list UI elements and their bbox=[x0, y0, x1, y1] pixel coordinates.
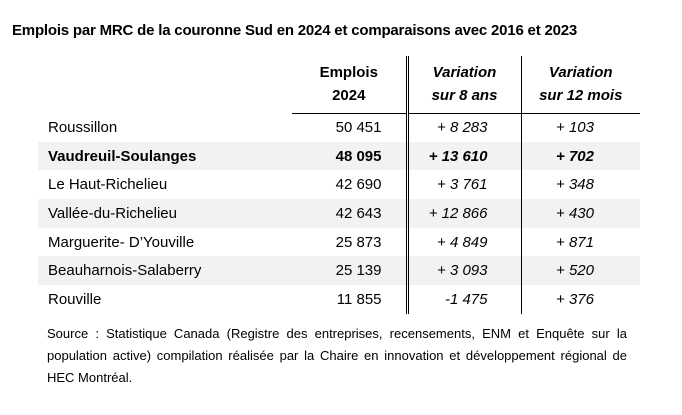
header-var8: Variation sur 8 ans bbox=[405, 56, 521, 114]
cell-var8: -1 475 bbox=[405, 285, 521, 314]
cell-var12: + 430 bbox=[520, 199, 640, 228]
employment-table: Emplois 2024 Variation sur 8 ans Variation… bbox=[38, 56, 640, 314]
cell-emplois: 11 855 bbox=[336, 290, 382, 308]
header-var12-line2: sur 12 mois bbox=[539, 87, 623, 105]
cell-emplois: 25 139 bbox=[292, 256, 407, 286]
header-var12: Variation sur 12 mois bbox=[520, 56, 640, 114]
cell-mrc: Marguerite- D’Youville bbox=[48, 233, 195, 251]
cell-var8: + 3 093 bbox=[405, 256, 521, 286]
cell-var8: + 12 866 bbox=[405, 199, 521, 228]
table-row: Vallée-du-Richelieu 42 643 + 12 866 + 430 bbox=[38, 199, 640, 228]
cell-emplois: 48 095 bbox=[292, 141, 407, 171]
header-emplois-line1: Emplois bbox=[319, 64, 378, 82]
cell-var8: + 8 283 bbox=[405, 113, 521, 142]
header-var8-line1: Variation bbox=[432, 64, 497, 82]
source-note: Source : Statistique Canada (Registre de… bbox=[47, 326, 627, 385]
cell-emplois: 42 690 bbox=[335, 176, 382, 194]
header-row: Emplois 2024 Variation sur 8 ans Variation… bbox=[38, 56, 640, 114]
table-row: Beauharnois-Salaberry 25 139 + 3 093 + 520 bbox=[38, 256, 640, 286]
header-var12-line1: Variation bbox=[548, 64, 613, 82]
header-mrc bbox=[38, 56, 292, 113]
table-row: Roussillon 50 451 + 8 283 + 103 bbox=[38, 113, 640, 142]
cell-var12: + 520 bbox=[520, 256, 640, 286]
cell-mrc: Vallée-du-Richelieu bbox=[38, 199, 292, 228]
cell-emplois: 25 873 bbox=[335, 233, 382, 251]
cell-var12: + 103 bbox=[520, 113, 640, 142]
cell-var8: + 4 849 bbox=[405, 227, 521, 257]
table-title: Emplois par MRC de la couronne Sud en 20… bbox=[12, 22, 578, 39]
table-row: Le Haut-Richelieu 42 690 + 3 761 + 348 bbox=[38, 170, 640, 200]
table-row: Vaudreuil-Soulanges 48 095 + 13 610 + 702 bbox=[38, 141, 640, 171]
cell-mrc: Beauharnois-Salaberry bbox=[38, 256, 292, 286]
header-var8-line2: sur 8 ans bbox=[431, 87, 498, 105]
cell-mrc: Vaudreuil-Soulanges bbox=[38, 141, 292, 171]
cell-emplois: 50 451 bbox=[335, 119, 382, 137]
header-emplois: Emplois 2024 bbox=[292, 56, 407, 114]
cell-mrc: Roussillon bbox=[48, 118, 118, 136]
cell-var12: + 871 bbox=[520, 227, 640, 257]
cell-var12: + 348 bbox=[520, 170, 640, 200]
table-row: Marguerite- D’Youville 25 873 + 4 849 + 871 bbox=[38, 227, 640, 257]
cell-var8: + 3 761 bbox=[405, 170, 521, 200]
table-row: Rouville 11 855 -1 475 + 376 bbox=[38, 285, 640, 314]
header-emplois-line2: 2024 bbox=[332, 87, 366, 105]
cell-mrc: Le Haut-Richelieu bbox=[48, 176, 168, 194]
cell-var8: + 13 610 bbox=[405, 141, 521, 171]
cell-emplois: 42 643 bbox=[292, 199, 407, 228]
cell-var12: + 376 bbox=[520, 285, 640, 314]
cell-mrc: Rouville bbox=[48, 290, 102, 308]
cell-var12: + 702 bbox=[520, 141, 640, 171]
